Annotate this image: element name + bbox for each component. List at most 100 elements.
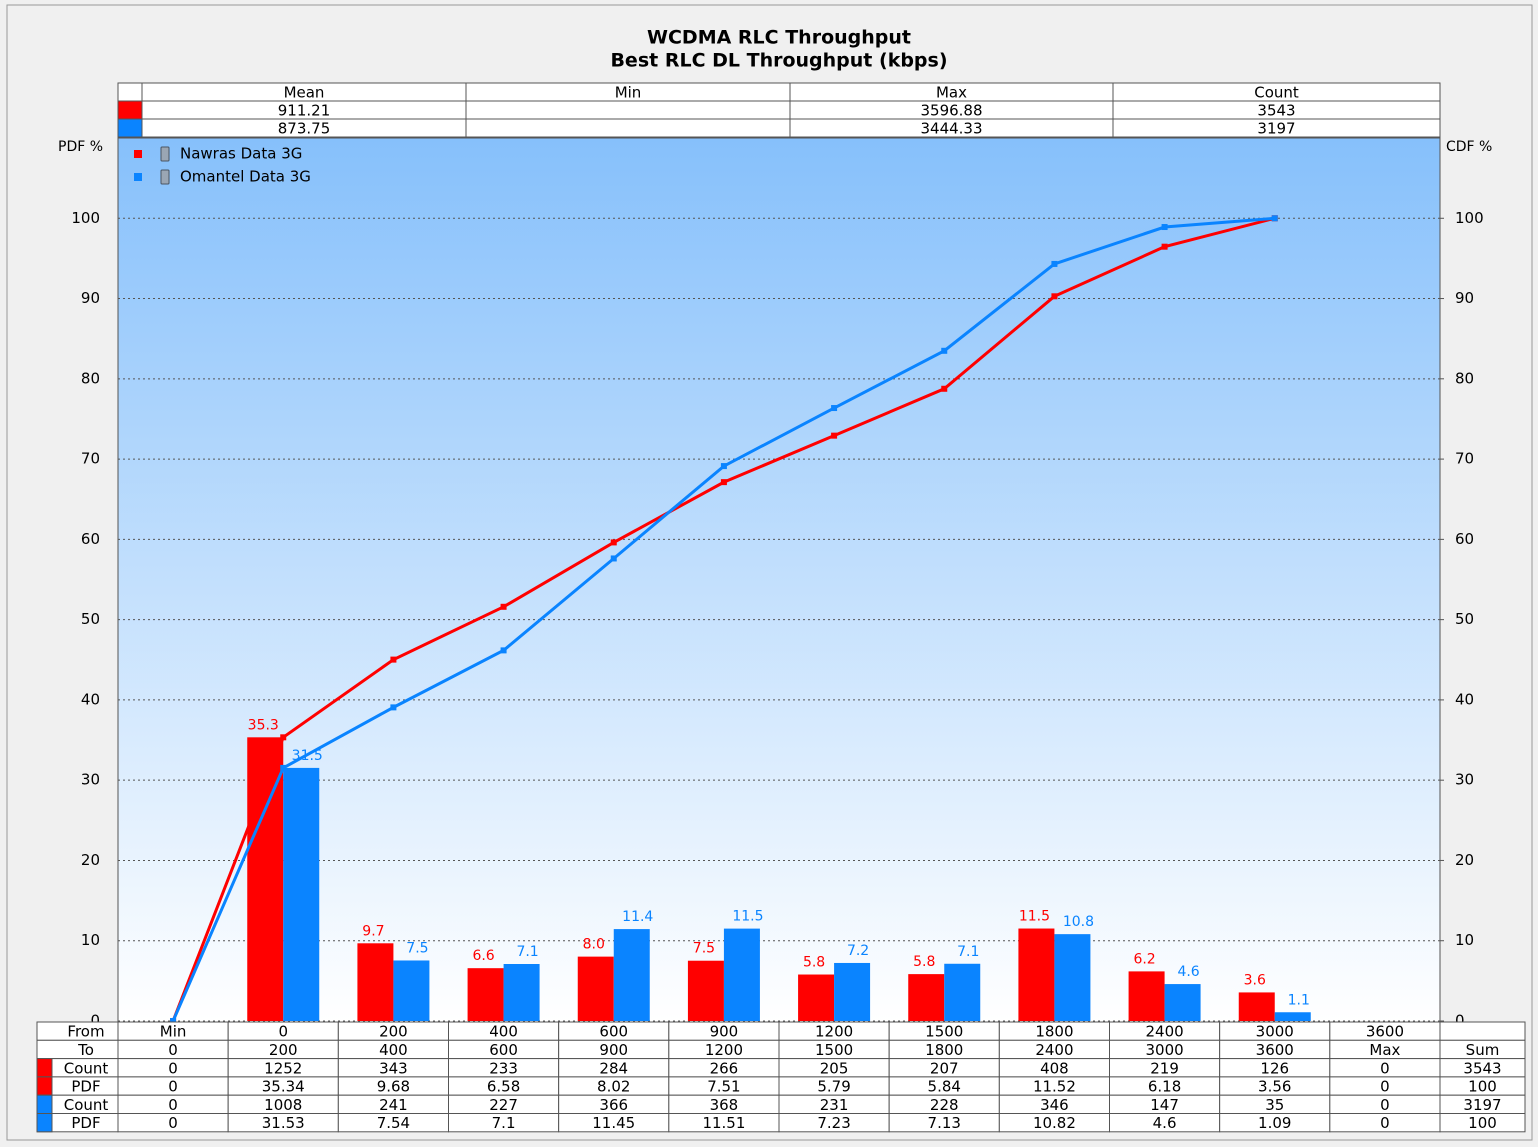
summary-value: 3444.33	[920, 120, 982, 138]
table-value: 228	[930, 1096, 959, 1114]
table-value: 1.09	[1258, 1114, 1291, 1132]
bar-value-label: 7.2	[847, 943, 869, 959]
table-value: 1500	[815, 1041, 853, 1059]
table-value: 233	[489, 1059, 518, 1077]
table-value: 400	[379, 1041, 408, 1059]
table-value: 219	[1150, 1059, 1179, 1077]
summary-value: 3596.88	[920, 102, 982, 120]
summary-cell	[117, 118, 143, 138]
table-value: 9.68	[377, 1078, 410, 1096]
bar	[613, 929, 650, 1021]
cdf-point	[720, 479, 727, 486]
table-value: 1500	[925, 1023, 963, 1041]
y2-tick-label: 0	[1455, 1012, 1465, 1030]
bar	[1274, 1012, 1311, 1021]
table-value: 0	[1380, 1078, 1390, 1096]
table-value: 231	[820, 1096, 849, 1114]
cdf-point	[390, 704, 397, 711]
table-value: 3197	[1463, 1096, 1501, 1114]
cdf-point	[1161, 224, 1168, 231]
summary-cell	[465, 100, 791, 120]
table-value: 35	[1265, 1096, 1284, 1114]
table-value: 7.23	[817, 1114, 850, 1132]
table-value: 7.13	[928, 1114, 961, 1132]
bar-value-label: 7.5	[406, 940, 428, 956]
bar-value-label: 11.5	[1019, 909, 1050, 925]
table-swatch	[36, 1076, 53, 1096]
summary-value: 911.21	[278, 102, 331, 120]
table-value: 343	[379, 1059, 408, 1077]
bar	[1018, 928, 1055, 1021]
table-value: Min	[160, 1023, 187, 1041]
cdf-point	[390, 656, 397, 663]
table-value: 7.54	[377, 1114, 410, 1132]
table-cell	[1439, 1113, 1526, 1133]
bar-value-label: 4.6	[1177, 964, 1199, 980]
table-value: 1252	[264, 1059, 302, 1077]
bar-value-label: 6.2	[1133, 951, 1155, 967]
table-value: 4.6	[1153, 1114, 1177, 1132]
summary-header: Mean	[284, 84, 325, 102]
table-value: 6.58	[487, 1078, 520, 1096]
table-value: 11.52	[1033, 1078, 1076, 1096]
bar-value-label: 6.6	[472, 948, 494, 964]
table-value: 2400	[1035, 1041, 1073, 1059]
table-value: 600	[489, 1041, 518, 1059]
bar	[908, 974, 945, 1021]
legend-icon	[160, 146, 170, 162]
summary-cell	[1112, 118, 1441, 138]
table-value: 900	[599, 1041, 628, 1059]
table-value: Sum	[1466, 1041, 1500, 1059]
table-value: Max	[1369, 1041, 1400, 1059]
table-value: 266	[710, 1059, 739, 1077]
table-value: 7.1	[492, 1114, 516, 1132]
y-tick-label: 70	[81, 450, 100, 468]
table-value: 3.56	[1258, 1078, 1291, 1096]
bar	[1054, 934, 1091, 1021]
bar	[1238, 992, 1275, 1021]
table-value: 35.34	[262, 1078, 305, 1096]
table-swatch	[36, 1094, 53, 1114]
y2-tick-label: 40	[1455, 690, 1474, 708]
table-value: 11.45	[592, 1114, 635, 1132]
table-row-label: Count	[64, 1096, 109, 1114]
summary-value: 3197	[1257, 120, 1295, 138]
table-value: 0	[278, 1023, 288, 1041]
table-value: 408	[1040, 1059, 1069, 1077]
table-value: 10.82	[1033, 1114, 1076, 1132]
cdf-point	[170, 1018, 177, 1024]
cdf-point	[1271, 215, 1278, 222]
bar	[723, 928, 760, 1021]
cdf-point	[610, 555, 617, 562]
table-value: 1200	[705, 1041, 743, 1059]
summary-header: Max	[936, 84, 967, 102]
summary-cell	[117, 100, 143, 120]
summary-header: Count	[1254, 84, 1299, 102]
y-axis-label: PDF %	[58, 139, 103, 155]
summary-cell	[117, 82, 143, 102]
table-value: 0	[1380, 1114, 1390, 1132]
y-tick-label: 60	[81, 530, 100, 548]
table-swatch	[36, 1058, 53, 1078]
table-value: 0	[168, 1096, 178, 1114]
cdf-point	[831, 432, 838, 439]
summary-header: Min	[615, 84, 642, 102]
bar-value-label: 7.1	[957, 944, 979, 960]
table-value: 900	[710, 1023, 739, 1041]
table-value: 366	[599, 1096, 628, 1114]
table-value: 207	[930, 1059, 959, 1077]
table-row-label: PDF	[71, 1078, 100, 1096]
table-value: 3543	[1463, 1059, 1501, 1077]
table-value: 1200	[815, 1023, 853, 1041]
table-row-label: From	[67, 1023, 104, 1041]
table-value: 0	[168, 1114, 178, 1132]
bar-value-label: 3.6	[1244, 972, 1266, 988]
table-value: 1008	[264, 1096, 302, 1114]
table-value: 1800	[925, 1041, 963, 1059]
cdf-point	[720, 463, 727, 470]
bar-value-label: 35.3	[248, 717, 279, 733]
cdf-point	[1051, 293, 1058, 300]
y-tick-label: 0	[90, 1012, 100, 1030]
bar	[798, 974, 835, 1021]
table-row-label: PDF	[71, 1114, 100, 1132]
